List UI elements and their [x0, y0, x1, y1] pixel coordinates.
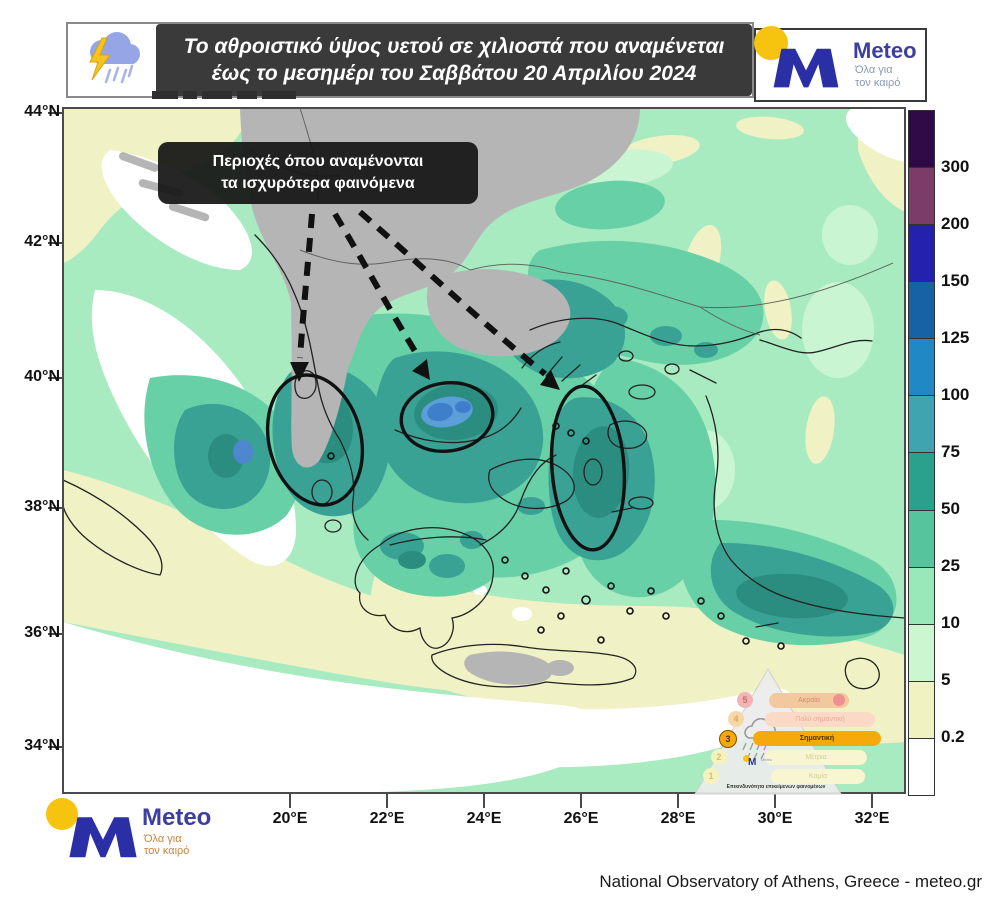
annotation-arrows	[297, 209, 547, 377]
island-dots	[327, 422, 785, 650]
meteo-m-icon	[69, 817, 137, 858]
lon-tick-label: 24°E	[466, 810, 502, 827]
severity-level-number: 5	[737, 692, 753, 708]
colorbar-tick-label: 25	[941, 556, 960, 575]
lon-tick-label: 30°E	[757, 810, 793, 827]
colorbar-tick-label: 300	[941, 157, 970, 176]
colorbar-tick-label: 125	[941, 328, 970, 347]
logo-name: Meteo	[853, 38, 917, 63]
storm-cloud-icon	[68, 24, 156, 96]
colorbar-tick-label: 75	[941, 442, 960, 461]
pyramid-caption: Επικινδυνότητα επικείμενων φαινομένων	[726, 784, 826, 790]
lon-tick-label: 32°E	[854, 810, 890, 827]
severity-level-number: 1	[703, 768, 719, 784]
axis-ticks	[48, 112, 873, 808]
mini-logo-dot-icon	[743, 755, 750, 762]
title-banner: Το αθροιστικό ύψος υετού σε χιλιοστά που…	[66, 22, 754, 98]
severity-level-number: 4	[728, 711, 744, 727]
colorbar-segment	[909, 624, 934, 682]
colorbar-tick-label: 100	[941, 385, 970, 404]
logo-tagline: Όλα για τον καιρό	[144, 833, 190, 857]
colorbar-segment	[909, 681, 934, 739]
lat-tick-label: 40°N	[24, 368, 60, 385]
severity-level-pill: Σημαντική	[753, 730, 881, 746]
colorbar-segment	[909, 567, 934, 625]
logo-tagline: Όλα για τον καιρό	[855, 64, 901, 89]
severity-level-number: 2	[711, 749, 727, 765]
colorbar-tick-label: 0.2	[941, 727, 965, 746]
severity-pyramid: 5 Ακραία 4 Πολύ σημαντική 3 Σημαντική 2 Μέτρια 1…	[693, 663, 893, 800]
lat-tick-label: 44°N	[24, 103, 60, 120]
banner-title: Το αθροιστικό ύψος υετού σε χιλιοστά που…	[156, 24, 752, 96]
severity-level-number: 3	[719, 730, 737, 748]
mini-logo-name: Meteo	[761, 757, 773, 762]
colorbar-tick-label: 200	[941, 214, 970, 233]
colorbar-segment	[909, 111, 934, 169]
colorbar-segment	[909, 225, 934, 283]
lat-tick-label: 42°N	[24, 233, 60, 250]
lat-tick-label: 38°N	[24, 498, 60, 515]
lon-tick-label: 20°E	[272, 810, 308, 827]
severity-alert-dot	[833, 694, 845, 706]
severity-level-pill: Πολύ σημαντική	[765, 711, 875, 727]
colorbar-segment	[909, 510, 934, 568]
annotation-line2: τα ισχυρότερα φαινόμενα	[221, 175, 415, 192]
colorbar-segment	[909, 453, 934, 511]
obscured-map-title-fragment	[152, 91, 332, 99]
lon-tick-label: 22°E	[369, 810, 405, 827]
meteo-logo-bottom: Meteo Όλα για τον καιρό	[42, 796, 242, 874]
coastlines	[63, 234, 905, 690]
severity-level-pill: Καμία	[771, 768, 865, 784]
severity-level-pill: Μέτρια	[765, 749, 867, 765]
colorbar-segment	[909, 396, 934, 454]
annotation-box: Περιοχές όπου αναμένονται τα ισχυρότερα …	[158, 142, 478, 204]
colorbar-segment	[909, 738, 934, 795]
logo-name: Meteo	[142, 804, 212, 831]
mini-meteo-m-icon: M	[748, 757, 757, 768]
severity-level-pill: Ακραία	[769, 692, 849, 708]
annotation-line1: Περιοχές όπου αναμένονται	[212, 153, 424, 170]
rain-maxima	[233, 396, 473, 464]
colorbar-segment	[909, 168, 934, 226]
arrowheads	[290, 359, 560, 390]
lon-tick-label: 28°E	[660, 810, 696, 827]
colorbar-tick-label: 150	[941, 271, 970, 290]
colorbar-tick-label: 50	[941, 499, 960, 518]
meteo-m-icon	[773, 48, 839, 88]
banner-title-line1: Το αθροιστικό ύψος υετού σε χιλιοστά που…	[183, 35, 725, 58]
lat-tick-label: 36°N	[24, 624, 60, 641]
attribution-text: National Observatory of Athens, Greece -…	[599, 872, 982, 891]
colorbar-tick-label: 10	[941, 613, 960, 632]
lat-tick-label: 34°N	[24, 737, 60, 754]
lon-tick-label: 26°E	[563, 810, 599, 827]
colorbar	[908, 110, 935, 796]
colorbar-tick-label: 5	[941, 670, 951, 689]
logo-yellow-dot-icon	[46, 798, 78, 830]
meteo-logo-top: Meteo Όλα για τον καιρό	[754, 26, 927, 102]
colorbar-segment	[909, 282, 934, 340]
banner-title-line2: έως το μεσημέρι του Σαββάτου 20 Απριλίου…	[211, 62, 697, 85]
colorbar-segment	[909, 339, 934, 397]
